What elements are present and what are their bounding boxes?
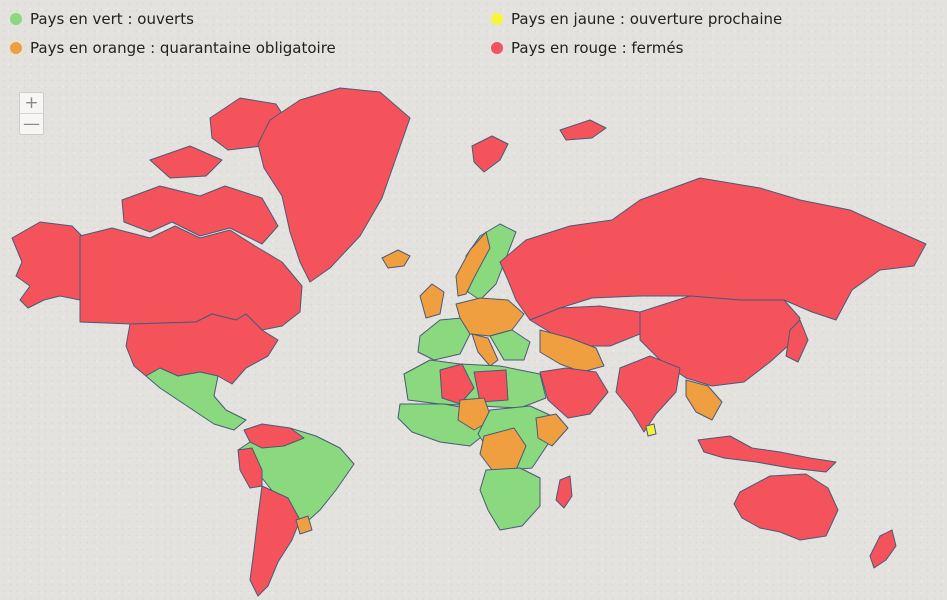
legend-item-opening-soon: Pays en jaune : ouverture prochaine xyxy=(491,10,782,28)
green-dot-icon xyxy=(10,13,22,25)
legend-item-open: Pays en vert : ouverts xyxy=(10,10,194,28)
country-iceland[interactable] xyxy=(381,249,411,269)
country-argentina-chile[interactable] xyxy=(249,485,301,597)
country-india[interactable] xyxy=(615,355,681,433)
country-canada[interactable] xyxy=(79,225,303,331)
country-southeast-asia[interactable] xyxy=(685,379,723,421)
country-uruguay[interactable] xyxy=(295,515,313,535)
country-japan[interactable] xyxy=(785,319,809,363)
legend: Pays en vert : ouverts Pays en jaune : o… xyxy=(0,6,947,66)
zoom-out-button[interactable]: — xyxy=(20,113,43,134)
country-russia[interactable] xyxy=(499,177,927,321)
country-libya[interactable] xyxy=(473,369,509,403)
country-iran-arabia[interactable] xyxy=(539,367,609,419)
country-venezuela-colombia[interactable] xyxy=(243,423,305,449)
country-sri-lanka[interactable] xyxy=(645,423,657,437)
country-north-africa[interactable] xyxy=(403,359,547,409)
country-middle-east-north[interactable] xyxy=(539,329,605,373)
zoom-control: + — xyxy=(19,92,44,135)
legend-item-quarantine: Pays en orange : quarantaine obligatoire xyxy=(10,39,336,57)
country-italy[interactable] xyxy=(471,333,499,367)
yellow-dot-icon xyxy=(491,13,503,25)
country-southern-africa[interactable] xyxy=(479,467,541,531)
country-usa[interactable] xyxy=(125,313,279,385)
country-australia[interactable] xyxy=(733,473,839,541)
country-norway[interactable] xyxy=(455,231,491,297)
country-mexico[interactable] xyxy=(145,367,247,431)
legend-label-closed: Pays en rouge : fermés xyxy=(511,39,684,57)
country-uk[interactable] xyxy=(419,283,445,319)
country-france-spain[interactable] xyxy=(417,317,471,361)
country-balkans[interactable] xyxy=(489,329,531,361)
country-horn-of-africa[interactable] xyxy=(535,413,569,447)
orange-dot-icon xyxy=(10,42,22,54)
legend-label-open: Pays en vert : ouverts xyxy=(30,10,194,28)
country-madagascar[interactable] xyxy=(555,475,573,509)
legend-label-quarantine: Pays en orange : quarantaine obligatoire xyxy=(30,39,336,57)
zoom-in-button[interactable]: + xyxy=(24,93,39,113)
legend-label-opening-soon: Pays en jaune : ouverture prochaine xyxy=(511,10,783,28)
country-algeria[interactable] xyxy=(439,363,475,405)
country-indonesia[interactable] xyxy=(697,435,837,473)
country-alaska[interactable] xyxy=(11,221,83,309)
country-svalbard[interactable] xyxy=(471,119,607,173)
country-greenland[interactable] xyxy=(257,87,411,283)
red-dot-icon xyxy=(491,42,503,54)
country-new-zealand[interactable] xyxy=(869,529,897,569)
legend-item-closed: Pays en rouge : fermés xyxy=(491,39,683,57)
country-arctic-islands[interactable] xyxy=(121,97,291,245)
